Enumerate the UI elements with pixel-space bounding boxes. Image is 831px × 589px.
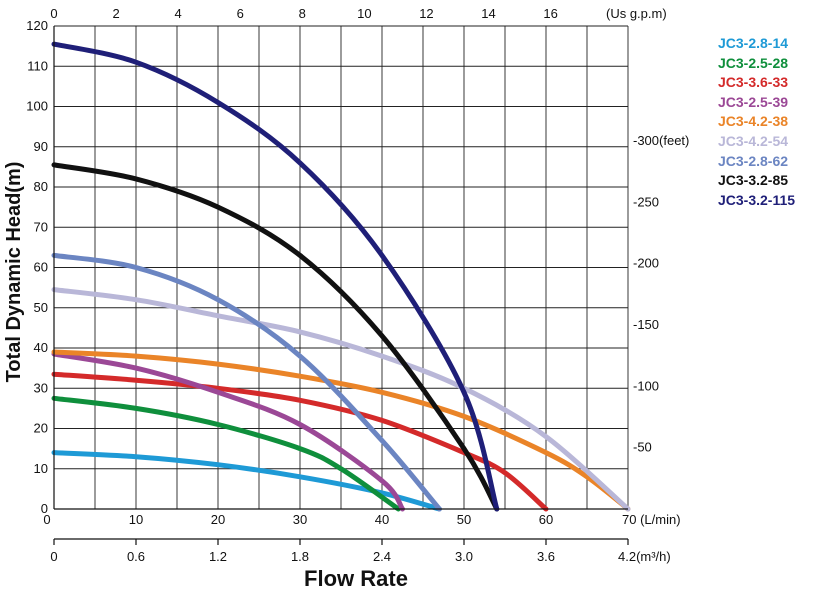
x-tick-label-usgpm: (Us g.p.m) [606, 6, 667, 21]
y2-tick-label-feet: -300(feet) [633, 133, 689, 148]
y-tick-label: 20 [34, 421, 48, 436]
legend-entry-JC3-3.2-115: JC3-3.2-115 [718, 191, 796, 208]
legend: JC3-2.8-14 JC3-2.5-28 JC3-3.6-33 JC3-2.5-39… [718, 34, 795, 210]
y2-tick-label-feet: -200 [633, 256, 659, 271]
axes [53, 26, 628, 540]
y-tick-label: 10 [34, 461, 48, 476]
x-axis-title: Flow Rate [304, 566, 408, 589]
x-tick-label-m3h: 3.0 [455, 549, 473, 564]
y2-tick-label-feet: -150 [633, 317, 659, 332]
x-tick-label-lmin: 50 [457, 512, 471, 527]
y-axis-title: Total Dynamic Head(m) [3, 162, 25, 383]
x-tick-label-lmin: 30 [293, 512, 307, 527]
y-tick-label: 90 [34, 139, 48, 154]
legend-entry-JC3-4.2-38: JC3-4.2-38 [718, 113, 789, 130]
y2-tick-label-feet: -50 [633, 440, 652, 455]
y-tick-label: 0 [41, 501, 48, 516]
y-tick-label: 40 [34, 340, 48, 355]
x-tick-label-usgpm: 14 [481, 6, 495, 21]
legend-entry-JC3-2.8-14: JC3-2.8-14 [718, 35, 789, 51]
x-tick-label-lmin: 60 [539, 512, 553, 527]
y-tick-label: 120 [26, 18, 48, 33]
legend-entry-JC3-2.8-62: JC3-2.8-62 [718, 152, 789, 169]
x-tick-label-lmin: 0 [43, 512, 50, 527]
y2-tick-label-feet: -250 [633, 194, 659, 209]
x-tick-label-lmin: 40 [375, 512, 389, 527]
y-tick-label: 70 [34, 219, 48, 234]
x-tick-label-usgpm: 6 [237, 6, 244, 21]
series-line-JC3-3.2-85 [51, 162, 500, 512]
x-tick-label-lmin: 70 (L/min) [622, 512, 681, 527]
series-line-JC3-3.6-33 [51, 371, 549, 512]
legend-entry-JC3-4.2-54: JC3-4.2-54 [718, 132, 789, 149]
x-tick-label-usgpm: 8 [299, 6, 306, 21]
x-tick-label-usgpm: 4 [175, 6, 182, 21]
x-tick-label-m3h: 1.2 [209, 549, 227, 564]
x-tick-label-m3h: 0.6 [127, 549, 145, 564]
legend-entry-JC3-3.6-33: JC3-3.6-33 [718, 74, 789, 91]
y-tick-label: 80 [34, 179, 48, 194]
x-tick-label-m3h: 3.6 [537, 549, 555, 564]
x-tick-label-usgpm: 10 [357, 6, 371, 21]
x-tick-label-usgpm: 0 [50, 6, 57, 21]
x-tick-label-m3h: 2.4 [373, 549, 391, 564]
series-line-JC3-2.5-28 [51, 395, 401, 512]
x-tick-label-m3h: 1.8 [291, 549, 309, 564]
x-tick-label-lmin: 10 [129, 512, 143, 527]
y-tick-label: 60 [34, 260, 48, 275]
legend-entry-JC3-3.2-85: JC3-3.2-85 [718, 172, 789, 189]
pump-curves [51, 41, 631, 512]
series-line-JC3-2.5-39 [51, 351, 405, 512]
y-tick-label: 30 [34, 380, 48, 395]
series-line-JC3-2.8-14 [51, 450, 442, 512]
x-tick-label-usgpm: 2 [112, 6, 119, 21]
y-tick-label: 110 [27, 58, 48, 73]
x-tick-label-lmin: 20 [211, 512, 225, 527]
y2-tick-label-feet: -100 [633, 378, 659, 393]
series-line-JC3-3.2-115 [51, 41, 500, 512]
series-line-JC3-2.8-62 [51, 252, 442, 512]
legend-entry-JC3-2.5-28: JC3-2.5-28 [718, 54, 789, 71]
legend-entry-JC3-2.5-39: JC3-2.5-39 [718, 93, 789, 110]
x-tick-label-m3h: 4.2(m³/h) [618, 549, 671, 564]
series-line-JC3-4.2-54 [51, 287, 631, 512]
series-line-JC3-4.2-38 [51, 349, 631, 512]
x-tick-label-usgpm: 12 [419, 6, 433, 21]
x-tick-label-m3h: 0 [50, 549, 57, 564]
y-tick-label: 50 [34, 300, 48, 315]
x-tick-label-usgpm: 16 [543, 6, 557, 21]
y-tick-label: 100 [26, 99, 48, 114]
